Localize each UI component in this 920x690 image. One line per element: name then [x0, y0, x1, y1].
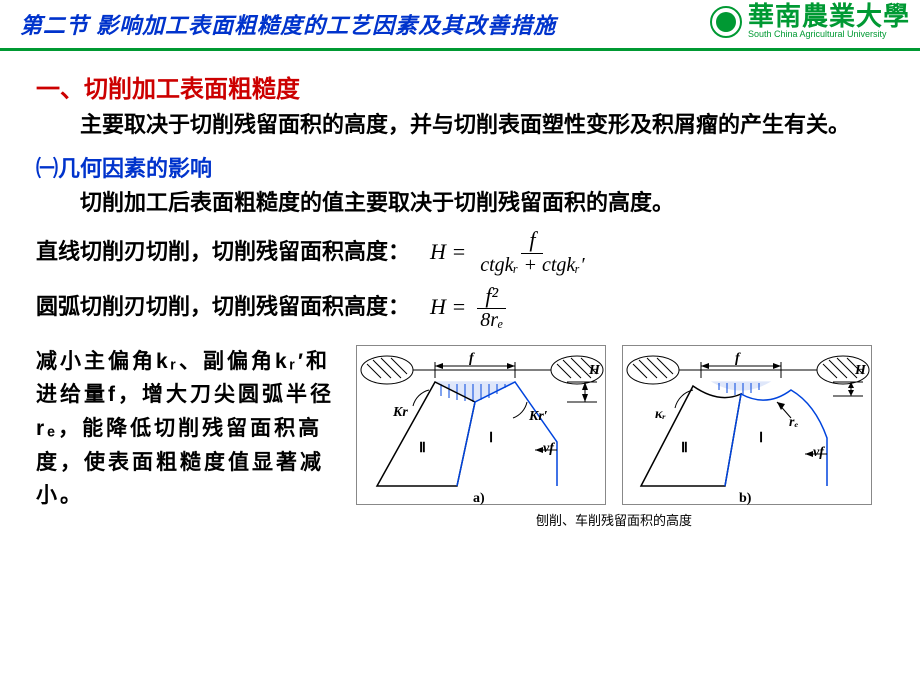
label-Krp-a: Kr′: [529, 406, 548, 428]
formula1-den: ctgkᵣ + ctgkᵣ′: [472, 254, 592, 276]
label-I-a: Ⅰ: [489, 428, 493, 450]
formula1-lhs: H =: [430, 235, 466, 269]
label-a: a): [473, 488, 485, 510]
bottom-row: 减小主偏角kᵣ、副偏角kᵣ′和进给量f，增大刀尖圆弧半径rₑ，能降低切削残留面积…: [36, 345, 884, 531]
label-f-a: f: [469, 348, 474, 370]
university-logo-icon: [710, 6, 742, 38]
diagram-a: f H Kr Kr′ vf Ⅱ Ⅰ a): [356, 345, 606, 505]
para-one: 主要取决于切削残留面积的高度，并与切削表面塑性变形及积屑瘤的产生有关。: [36, 108, 884, 142]
label-Kr-a: Kr: [393, 402, 408, 424]
university-name-en: South China Agricultural University: [748, 30, 910, 39]
university-name-cn: 華南農業大學: [748, 4, 910, 30]
label-f-b: f: [735, 348, 740, 370]
diagram-a-svg: [357, 346, 607, 506]
formula1-num: f: [521, 228, 543, 253]
subheading: ㈠几何因素的影响: [36, 152, 884, 186]
label-II-a: Ⅱ: [419, 438, 426, 460]
bottom-para: 减小主偏角kᵣ、副偏角kᵣ′和进给量f，增大刀尖圆弧半径rₑ，能降低切削残留面积…: [36, 345, 336, 531]
label-II-b: Ⅱ: [681, 438, 688, 460]
figure-area: f H Kr Kr′ vf Ⅱ Ⅰ a): [344, 345, 884, 531]
formula2: H = f² 8rₑ: [430, 284, 511, 331]
label-H-a: H: [589, 360, 600, 382]
diagram-b: f H κᵣ rₑ vf Ⅱ Ⅰ b): [622, 345, 872, 505]
slide-content: 一、切削加工表面粗糙度 主要取决于切削残留面积的高度，并与切削表面塑性变形及积屑…: [0, 51, 920, 531]
university-badge: 華南農業大學 South China Agricultural Universi…: [710, 4, 910, 39]
figure-caption: 刨削、车削残留面积的高度: [536, 511, 692, 531]
heading-one: 一、切削加工表面粗糙度: [36, 71, 884, 108]
label-vf-a: vf: [543, 438, 554, 460]
label-H-b: H: [855, 360, 866, 382]
slide-header: 第二节 影响加工表面粗糙度的工艺因素及其改善措施 華南農業大學 South Ch…: [0, 0, 920, 48]
formula2-label: 圆弧切削刃切削，切削残留面积高度：: [36, 290, 410, 324]
section-title: 第二节 影响加工表面粗糙度的工艺因素及其改善措施: [20, 8, 556, 40]
diagram-b-svg: [623, 346, 873, 506]
label-b: b): [739, 488, 751, 510]
formula-row-2: 圆弧切削刃切削，切削残留面积高度： H = f² 8rₑ: [36, 284, 884, 331]
label-vf-b: vf: [813, 442, 824, 464]
label-re-b: rₑ: [789, 412, 798, 434]
formula2-lhs: H =: [430, 290, 466, 324]
label-I-b: Ⅰ: [759, 428, 763, 450]
formula1: H = f ctgkᵣ + ctgkᵣ′: [430, 228, 593, 275]
formula2-den: 8rₑ: [472, 309, 511, 331]
formula1-label: 直线切削刃切削，切削残留面积高度：: [36, 235, 410, 269]
label-kr-b: κᵣ: [655, 404, 666, 426]
formula-row-1: 直线切削刃切削，切削残留面积高度： H = f ctgkᵣ + ctgkᵣ′: [36, 228, 884, 275]
para-two: 切削加工后表面粗糙度的值主要取决于切削残留面积的高度。: [36, 186, 884, 220]
formula2-num: f²: [477, 284, 506, 309]
